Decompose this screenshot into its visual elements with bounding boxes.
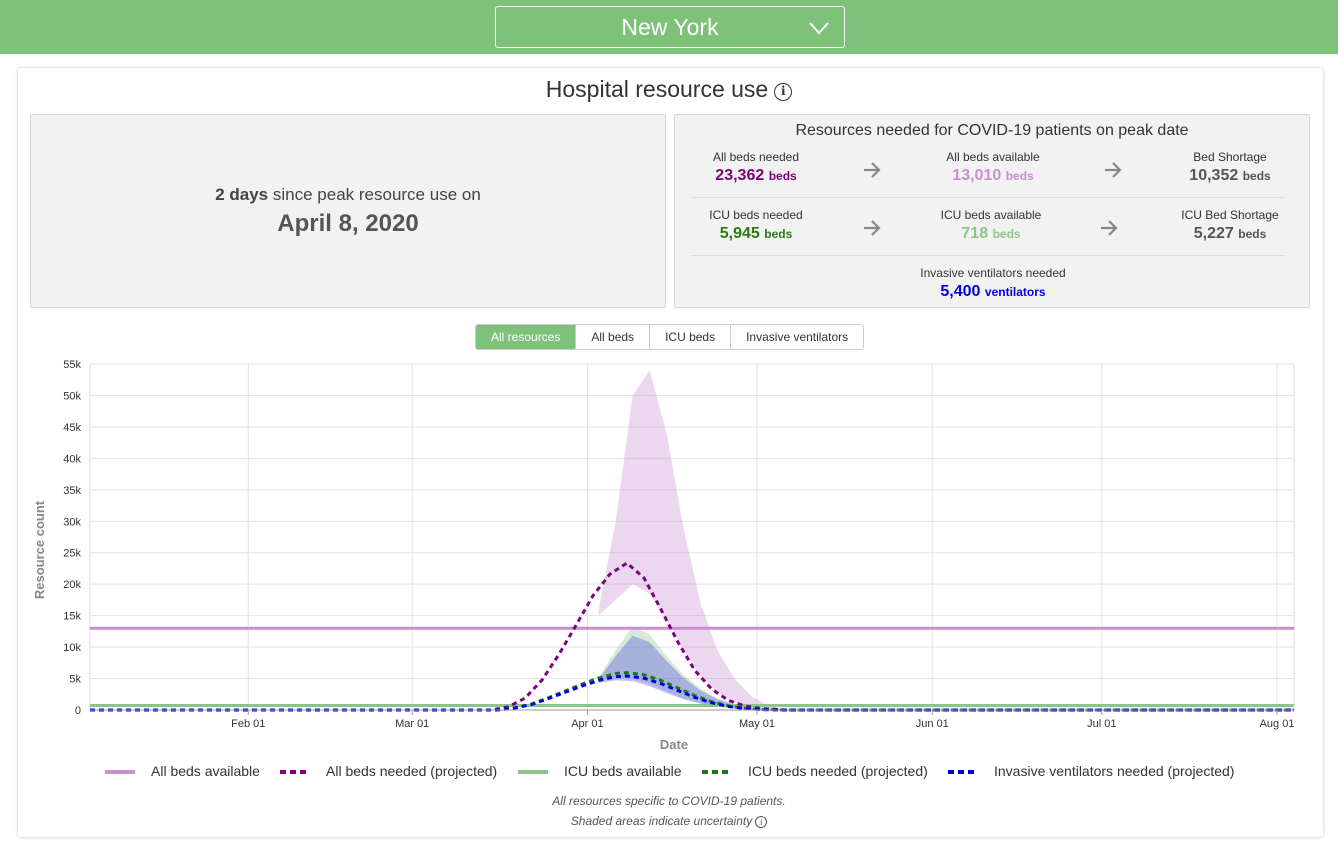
uncertainty-band xyxy=(598,370,791,710)
ventilators-cell: Invasive ventilators needed 5,400 ventil… xyxy=(893,266,1093,301)
legend-swatch xyxy=(280,770,310,774)
resource-tabs: All resources All beds ICU beds Invasive… xyxy=(475,324,865,350)
peak-days-line: 2 days since peak resource use on xyxy=(31,185,665,205)
icu-needed-value: 5,945 beds xyxy=(719,225,793,242)
beds-available-label: All beds available xyxy=(946,150,1040,164)
legend-swatch xyxy=(948,770,978,774)
bed-shortage-cell: Bed Shortage 10,352 beds xyxy=(1140,150,1320,185)
peak-summary-box: 2 days since peak resource use on April … xyxy=(30,114,666,308)
peak-date: April 8, 2020 xyxy=(277,210,419,237)
legend-label: Invasive ventilators needed (projected) xyxy=(994,763,1235,779)
arrow-right-icon xyxy=(864,162,881,178)
icu-available-cell: ICU beds available 718 beds xyxy=(901,208,1081,243)
tab-all-resources[interactable]: All resources xyxy=(476,325,576,349)
bed-shortage-label: Bed Shortage xyxy=(1193,150,1267,164)
legend-swatch xyxy=(105,770,135,774)
peak-days-text: since peak resource use on xyxy=(272,185,481,204)
chart-grid xyxy=(89,363,1295,711)
chart-axes: 0 5k 10k 15k 20k 25k 30k 35k 40k 45k 50k 55k Feb 01 M… xyxy=(63,359,1294,730)
y-tick-label: 55k xyxy=(63,359,81,371)
icu-needed-label: ICU beds needed xyxy=(709,208,803,222)
uncertainty-bands xyxy=(598,370,791,710)
y-tick-label: 15k xyxy=(63,611,81,623)
beds-needed-cell: All beds needed 23,362 beds xyxy=(666,150,846,185)
divider xyxy=(691,255,1285,256)
icu-needed-cell: ICU beds needed 5,945 beds xyxy=(666,208,846,243)
icu-shortage-value: 5,227 beds xyxy=(1193,225,1267,242)
ventilators-value: 5,400 ventilators xyxy=(940,283,1046,300)
x-tick-label: Mar 01 xyxy=(395,718,429,730)
y-tick-label: 30k xyxy=(63,516,81,528)
info-icon[interactable]: i xyxy=(774,83,793,101)
legend-swatch xyxy=(518,770,548,774)
x-tick-label: Aug 01 xyxy=(1260,718,1295,730)
y-tick-label: 35k xyxy=(63,485,81,497)
y-tick-label: 50k xyxy=(63,390,81,402)
x-tick-label: May 01 xyxy=(739,718,775,730)
arrow-right-icon xyxy=(1105,162,1122,178)
icu-available-label: ICU beds available xyxy=(940,208,1042,222)
icu-available-value: 718 beds xyxy=(961,225,1021,242)
y-tick-label: 45k xyxy=(63,422,81,434)
beds-needed-label: All beds needed xyxy=(712,150,800,164)
legend-label: ICU beds needed (projected) xyxy=(748,763,928,779)
location-select-value: New York xyxy=(621,13,719,40)
bed-shortage-value: 10,352 beds xyxy=(1189,167,1271,184)
top-bar: New York xyxy=(0,0,1338,54)
x-tick-label: Jun 01 xyxy=(916,718,949,730)
y-tick-label: 40k xyxy=(63,453,81,465)
tab-icu-beds[interactable]: ICU beds xyxy=(649,325,731,349)
tab-all-beds[interactable]: All beds xyxy=(575,325,650,349)
peak-days-count: 2 days xyxy=(215,185,269,204)
footnote-line2-text: Shaded areas indicate uncertainty xyxy=(570,814,753,828)
uncertainty-band xyxy=(598,635,791,710)
series-line xyxy=(90,674,1294,712)
ventilators-label: Invasive ventilators needed xyxy=(920,266,1066,280)
x-tick-label: Feb 01 xyxy=(231,718,265,730)
tab-invasive-ventilators[interactable]: Invasive ventilators xyxy=(730,325,864,349)
beds-needed-value: 23,362 beds xyxy=(715,167,797,184)
footnote-line1: All resources specific to COVID-19 patie… xyxy=(552,794,786,808)
uncertainty-band xyxy=(598,626,791,710)
legend-label: ICU beds available xyxy=(564,763,682,779)
beds-available-value: 13,010 beds xyxy=(952,167,1034,184)
arrow-right-icon xyxy=(1101,220,1118,236)
legend-label: All beds available xyxy=(151,763,260,779)
section-title: Hospital resource use i xyxy=(0,76,1338,103)
section-title-text: Hospital resource use xyxy=(545,76,769,102)
icu-shortage-label: ICU Bed Shortage xyxy=(1181,208,1279,222)
resources-title: Resources needed for COVID-19 patients o… xyxy=(795,122,1189,139)
divider xyxy=(691,197,1285,198)
y-tick-label: 10k xyxy=(63,642,81,654)
icu-shortage-cell: ICU Bed Shortage 5,227 beds xyxy=(1140,208,1320,243)
chart-legend: All beds available All beds needed (proj… xyxy=(0,762,1338,782)
beds-available-cell: All beds available 13,010 beds xyxy=(903,150,1083,185)
y-tick-label: 20k xyxy=(63,579,81,591)
y-tick-label: 0 xyxy=(75,705,81,717)
legend-swatch xyxy=(702,770,732,774)
x-axis-label: Date xyxy=(660,737,688,752)
chevron-down-icon xyxy=(809,22,829,35)
resources-box: Resources needed for COVID-19 patients o… xyxy=(674,114,1310,308)
series-line xyxy=(90,561,1294,712)
location-select[interactable]: New York xyxy=(495,6,845,48)
y-axis-label: Resource count xyxy=(32,500,47,599)
series-lines xyxy=(90,561,1294,712)
info-icon[interactable]: i xyxy=(755,816,768,828)
x-tick-label: Apr 01 xyxy=(571,718,603,730)
footnote-line2: Shaded areas indicate uncertainty i xyxy=(0,814,1338,828)
y-tick-label: 25k xyxy=(63,548,81,560)
legend-label: All beds needed (projected) xyxy=(326,763,498,779)
x-tick-label: Jul 01 xyxy=(1087,718,1116,730)
y-tick-label: 5k xyxy=(69,674,81,686)
arrow-right-icon xyxy=(864,220,881,236)
